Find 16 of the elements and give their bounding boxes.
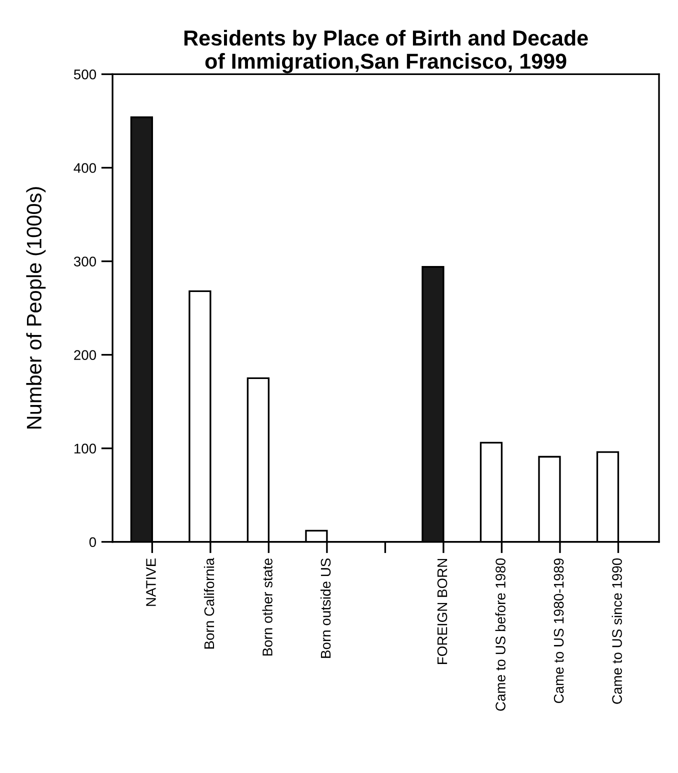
x-tick-label: Came to US since 1990	[612, 558, 622, 704]
y-tick-label: 200	[74, 350, 96, 360]
x-tick-label: Came to US before 1980	[495, 558, 506, 711]
y-tick-label: 300	[74, 256, 96, 266]
x-tick-label: NATIVE	[146, 558, 156, 606]
y-axis-title: Number of People (1000s)	[26, 187, 46, 428]
y-tick-label: 400	[74, 163, 96, 173]
chart-title: Residents by Place of Birth and Decade of Immigration,San Francisco, 1999	[184, 30, 588, 74]
y-tick-label: 500	[74, 70, 96, 80]
y-tick-label: 0	[89, 537, 96, 548]
x-tick-label: FOREIGN BORN	[437, 558, 448, 664]
y-tick-label: 100	[74, 444, 96, 454]
x-tick-label: Born other state	[262, 558, 272, 656]
x-tick-label: Came to US 1980-1989	[554, 558, 564, 704]
x-tick-label: Born outside US	[320, 558, 331, 658]
x-tick-label: Born California	[204, 558, 214, 649]
